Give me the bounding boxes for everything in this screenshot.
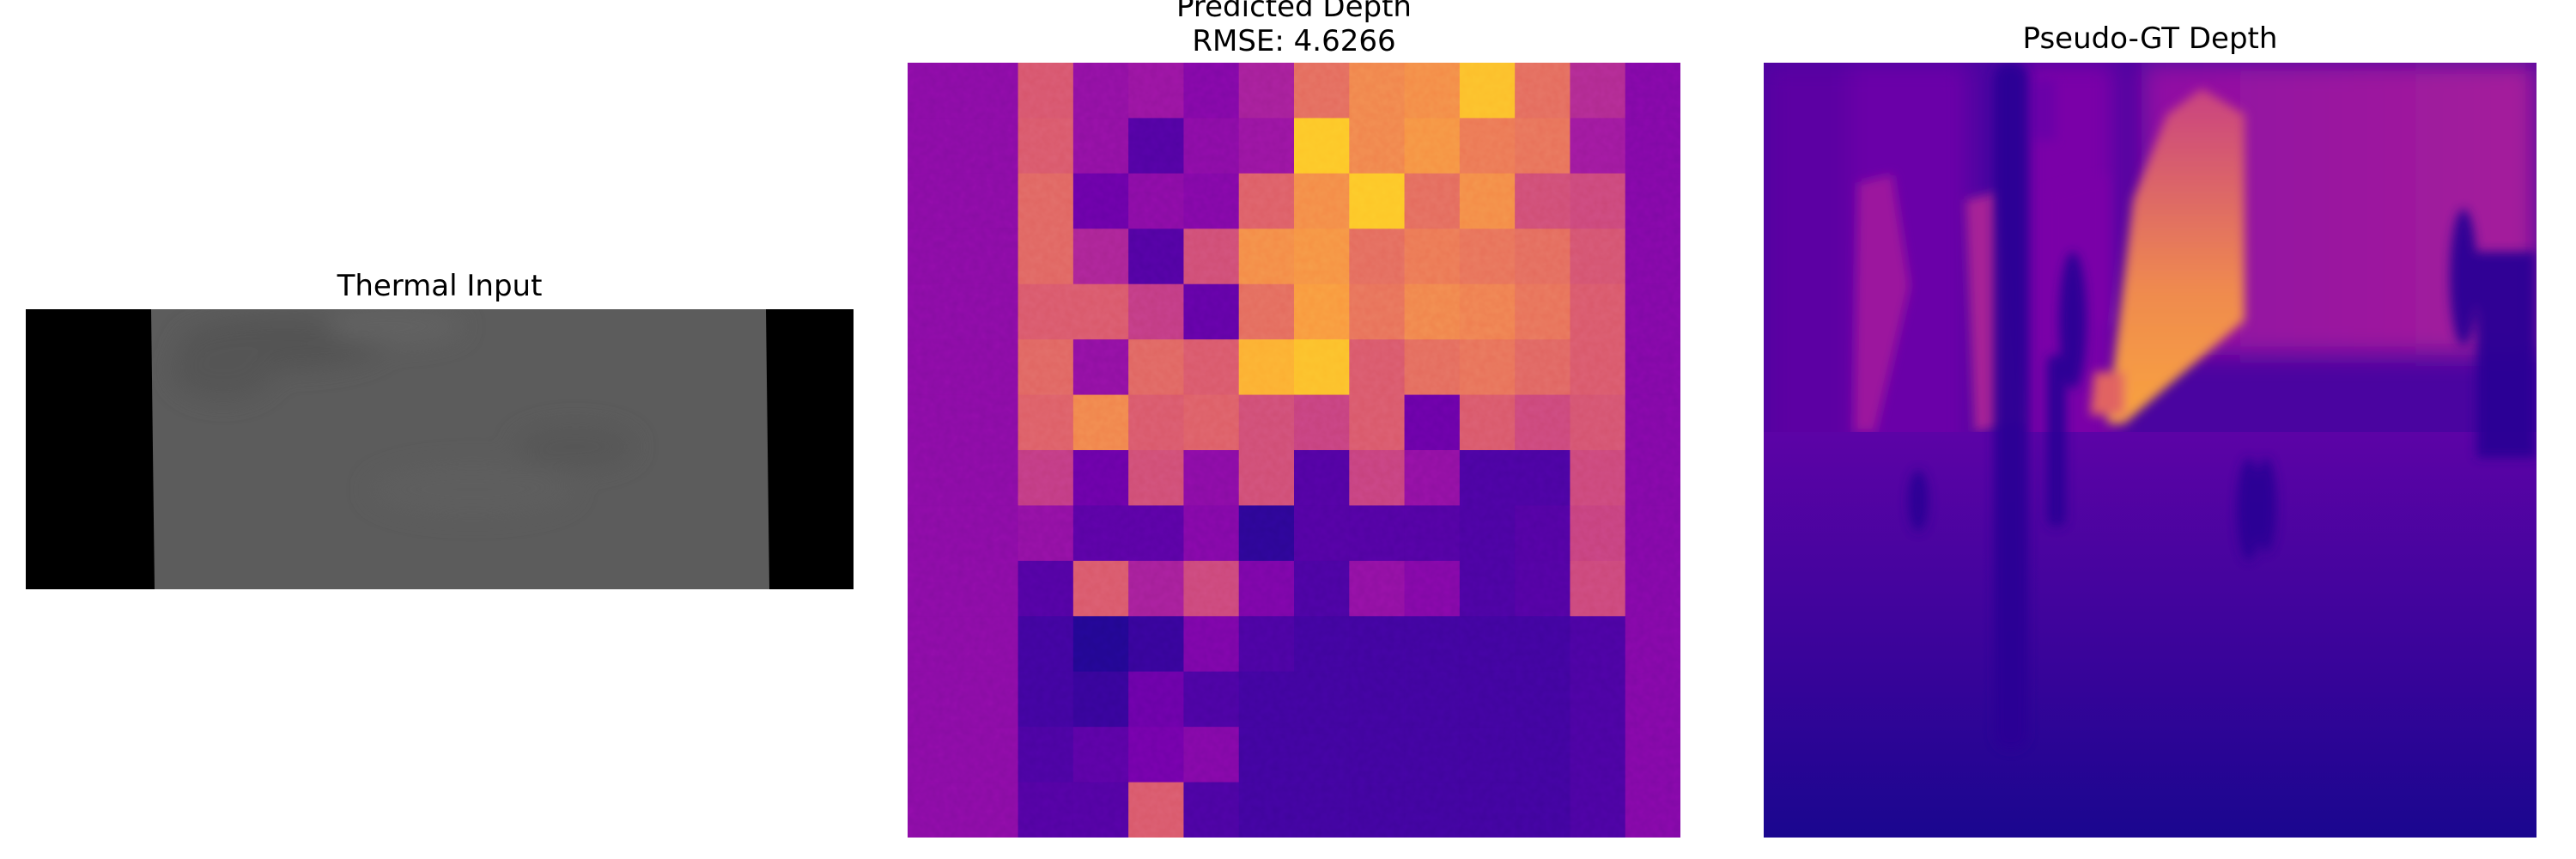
pseudo-gt-depth-svg <box>1764 63 2537 838</box>
thermal-input-svg <box>26 309 854 589</box>
pseudo-gt-depth-title: Pseudo-GT Depth <box>2022 21 2278 56</box>
thermal-right-border <box>766 309 854 589</box>
predicted-depth-svg <box>908 63 1680 838</box>
thermal-input-image <box>26 309 854 589</box>
predicted-depth-title: Predicted Depth RMSE: 4.6266 <box>908 0 1680 58</box>
predicted-depth-noise <box>908 63 1680 838</box>
predicted-depth-image <box>908 63 1680 838</box>
thermal-left-border <box>26 309 155 589</box>
thermal-input-title: Thermal Input <box>337 269 543 303</box>
predicted-depth-rmse: RMSE: 4.6266 <box>1192 24 1396 58</box>
gt-ground <box>1764 432 2537 838</box>
predicted-depth-title-line1: Predicted Depth <box>1176 0 1412 24</box>
pseudo-gt-depth-image <box>1764 63 2537 838</box>
